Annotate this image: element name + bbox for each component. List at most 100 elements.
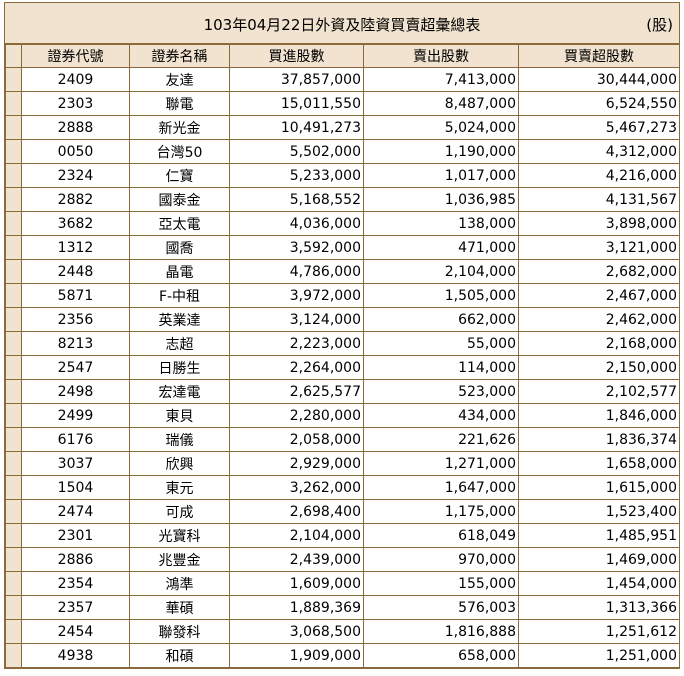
net-shares-cell: 4,216,000 [518, 163, 680, 188]
table-row: 2547 日勝生 2,264,000 114,000 2,150,000 [5, 355, 680, 380]
buy-shares-cell: 37,857,000 [229, 67, 364, 92]
buy-shares-cell: 15,011,550 [229, 91, 364, 116]
net-shares-cell: 4,131,567 [518, 187, 680, 212]
report-title: 103年04月22日外資及陸資買賣超彙總表 [203, 16, 481, 34]
stock-name-cell: 兆豐金 [129, 547, 230, 572]
net-shares-cell: 3,121,000 [518, 235, 680, 260]
sell-shares-cell: 1,036,985 [363, 187, 519, 212]
buy-shares-cell: 2,439,000 [229, 547, 364, 572]
stock-name-cell: 欣興 [129, 451, 230, 476]
row-marker-cell [5, 115, 22, 140]
stock-code-cell: 2888 [21, 115, 130, 140]
table-row: 3682 亞太電 4,036,000 138,000 3,898,000 [5, 211, 680, 236]
stock-code-cell: 6176 [21, 427, 130, 452]
stock-code-cell: 2357 [21, 595, 130, 620]
stock-name-cell: 日勝生 [129, 355, 230, 380]
net-shares-cell: 5,467,273 [518, 115, 680, 140]
stock-name-cell: 台灣50 [129, 139, 230, 164]
net-shares-cell: 4,312,000 [518, 139, 680, 164]
net-shares-cell: 1,469,000 [518, 547, 680, 572]
header-stock-code: 證券代號 [21, 44, 130, 68]
sell-shares-cell: 1,175,000 [363, 499, 519, 524]
report-panel: 103年04月22日外資及陸資買賣超彙總表 (股) 證券代號 證券名稱 買進股數… [4, 2, 680, 669]
row-marker-cell [5, 187, 22, 212]
stock-name-cell: 聯電 [129, 91, 230, 116]
stock-code-cell: 2499 [21, 403, 130, 428]
buy-shares-cell: 10,491,273 [229, 115, 364, 140]
stock-code-cell: 3682 [21, 211, 130, 236]
stock-name-cell: 宏達電 [129, 379, 230, 404]
stock-code-cell: 2356 [21, 307, 130, 332]
net-shares-cell: 1,658,000 [518, 451, 680, 476]
header-blank-cell [5, 44, 22, 68]
row-marker-cell [5, 283, 22, 308]
table-row: 2356 英業達 3,124,000 662,000 2,462,000 [5, 307, 680, 332]
buy-shares-cell: 4,786,000 [229, 259, 364, 284]
table-row: 2454 聯發科 3,068,500 1,816,888 1,251,612 [5, 619, 680, 644]
stock-code-cell: 1504 [21, 475, 130, 500]
stock-code-cell: 2474 [21, 499, 130, 524]
buy-shares-cell: 3,592,000 [229, 235, 364, 260]
header-row: 證券代號 證券名稱 買進股數 賣出股數 買賣超股數 [5, 44, 680, 68]
stock-code-cell: 2409 [21, 67, 130, 92]
stock-name-cell: 東貝 [129, 403, 230, 428]
row-marker-cell [5, 163, 22, 188]
table-row: 2409 友達 37,857,000 7,413,000 30,444,000 [5, 67, 680, 92]
header-sell-shares: 賣出股數 [363, 44, 519, 68]
sell-shares-cell: 114,000 [363, 355, 519, 380]
table-row: 2882 國泰金 5,168,552 1,036,985 4,131,567 [5, 187, 680, 212]
row-marker-cell [5, 643, 22, 668]
header-net-shares: 買賣超股數 [518, 44, 680, 68]
stock-name-cell: 光寶科 [129, 523, 230, 548]
sell-shares-cell: 434,000 [363, 403, 519, 428]
table-row: 2354 鴻準 1,609,000 155,000 1,454,000 [5, 571, 680, 596]
stock-code-cell: 2448 [21, 259, 130, 284]
stock-name-cell: 新光金 [129, 115, 230, 140]
net-shares-cell: 2,150,000 [518, 355, 680, 380]
net-shares-cell: 2,467,000 [518, 283, 680, 308]
sell-shares-cell: 7,413,000 [363, 67, 519, 92]
buy-shares-cell: 3,262,000 [229, 475, 364, 500]
sell-shares-cell: 662,000 [363, 307, 519, 332]
stock-code-cell: 2454 [21, 619, 130, 644]
header-buy-shares: 買進股數 [229, 44, 364, 68]
buy-shares-cell: 1,609,000 [229, 571, 364, 596]
buy-shares-cell: 2,698,400 [229, 499, 364, 524]
row-marker-cell [5, 547, 22, 572]
table-row: 2498 宏達電 2,625,577 523,000 2,102,577 [5, 379, 680, 404]
table-body: 2409 友達 37,857,000 7,413,000 30,444,000 2303 聯… [5, 67, 680, 668]
row-marker-cell [5, 499, 22, 524]
net-shares-cell: 2,102,577 [518, 379, 680, 404]
net-shares-cell: 30,444,000 [518, 67, 680, 92]
buy-shares-cell: 5,502,000 [229, 139, 364, 164]
row-marker-cell [5, 211, 22, 236]
net-shares-cell: 1,454,000 [518, 571, 680, 596]
table-row: 2303 聯電 15,011,550 8,487,000 6,524,550 [5, 91, 680, 116]
row-marker-cell [5, 331, 22, 356]
row-marker-cell [5, 571, 22, 596]
buy-shares-cell: 2,625,577 [229, 379, 364, 404]
buy-shares-cell: 3,124,000 [229, 307, 364, 332]
stock-name-cell: 仁寶 [129, 163, 230, 188]
table-row: 3037 欣興 2,929,000 1,271,000 1,658,000 [5, 451, 680, 476]
stock-name-cell: 晶電 [129, 259, 230, 284]
stock-name-cell: 華碩 [129, 595, 230, 620]
net-shares-cell: 2,462,000 [518, 307, 680, 332]
row-marker-cell [5, 451, 22, 476]
row-marker-cell [5, 403, 22, 428]
table-row: 1504 東元 3,262,000 1,647,000 1,615,000 [5, 475, 680, 500]
table-row: 2474 可成 2,698,400 1,175,000 1,523,400 [5, 499, 680, 524]
sell-shares-cell: 576,003 [363, 595, 519, 620]
buy-shares-cell: 2,280,000 [229, 403, 364, 428]
table-row: 2499 東貝 2,280,000 434,000 1,846,000 [5, 403, 680, 428]
sell-shares-cell: 5,024,000 [363, 115, 519, 140]
net-shares-cell: 3,898,000 [518, 211, 680, 236]
net-shares-cell: 6,524,550 [518, 91, 680, 116]
stock-code-cell: 1312 [21, 235, 130, 260]
net-shares-cell: 1,523,400 [518, 499, 680, 524]
sell-shares-cell: 1,190,000 [363, 139, 519, 164]
stock-name-cell: 國喬 [129, 235, 230, 260]
sell-shares-cell: 138,000 [363, 211, 519, 236]
stock-name-cell: 國泰金 [129, 187, 230, 212]
table-row: 6176 瑞儀 2,058,000 221,626 1,836,374 [5, 427, 680, 452]
